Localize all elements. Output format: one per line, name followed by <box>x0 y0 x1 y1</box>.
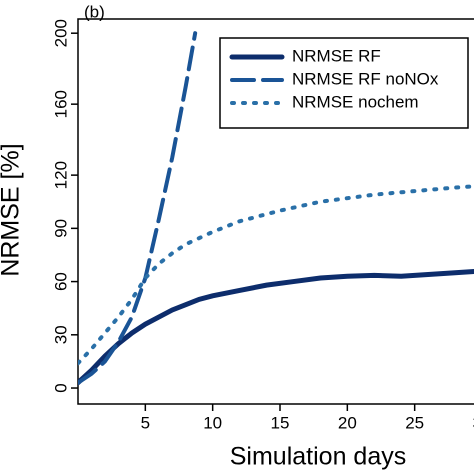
y-tick-label: 60 <box>51 272 70 291</box>
x-tick-label: 10 <box>203 413 222 432</box>
series-line <box>78 31 198 385</box>
legend-label: NRMSE RF noNOx <box>292 69 439 88</box>
x-tick-label: 5 <box>141 413 150 432</box>
y-tick-label: 90 <box>51 219 70 238</box>
y-tick-label: 30 <box>51 325 70 344</box>
x-axis-title: Simulation days <box>230 443 406 471</box>
y-tick-label: 0 <box>51 383 70 392</box>
series-line <box>78 184 474 366</box>
legend-label: NRMSE RF <box>292 46 381 65</box>
y-tick-label: 120 <box>51 161 70 189</box>
legend-label: NRMSE nochem <box>292 92 419 111</box>
y-tick-label: 200 <box>51 19 70 47</box>
series-line <box>78 268 474 386</box>
x-tick-label: 20 <box>338 413 357 432</box>
x-tick-label: 25 <box>405 413 424 432</box>
x-tick-label: 15 <box>271 413 290 432</box>
legend-box <box>219 37 469 129</box>
y-axis-title: NRMSE [%] <box>0 143 25 276</box>
chart-title: (b) <box>84 2 105 21</box>
y-tick-label: 160 <box>51 90 70 118</box>
x-tick-label: 30 <box>473 413 474 432</box>
